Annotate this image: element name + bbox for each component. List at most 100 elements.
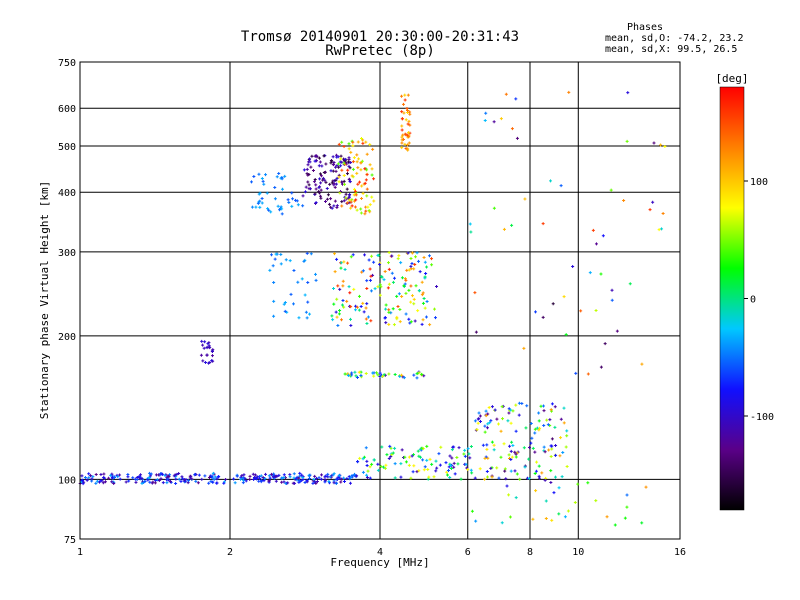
data-point xyxy=(420,446,424,450)
data-point xyxy=(372,199,376,203)
data-point xyxy=(205,345,209,349)
data-point xyxy=(332,252,336,256)
data-point xyxy=(180,475,184,479)
data-point xyxy=(339,164,343,168)
data-point xyxy=(407,317,411,321)
data-point xyxy=(382,373,386,377)
data-point xyxy=(201,343,205,347)
data-point xyxy=(323,178,327,182)
data-point xyxy=(204,361,208,365)
data-point xyxy=(383,316,387,320)
data-point xyxy=(312,180,316,184)
data-point xyxy=(148,480,152,484)
data-point xyxy=(296,203,300,207)
data-point xyxy=(110,476,114,480)
data-point xyxy=(332,287,336,291)
data-point xyxy=(90,477,94,481)
data-point xyxy=(354,374,358,378)
data-point xyxy=(660,227,664,231)
data-point xyxy=(175,472,179,476)
data-point xyxy=(476,421,480,425)
data-point xyxy=(324,199,328,203)
data-point xyxy=(361,141,365,145)
data-point xyxy=(489,466,493,470)
data-point xyxy=(467,452,471,456)
data-point xyxy=(343,268,347,272)
data-point xyxy=(609,188,613,192)
data-point xyxy=(425,300,429,304)
data-point xyxy=(372,374,376,378)
data-point xyxy=(140,477,144,481)
data-point xyxy=(203,340,207,344)
data-point xyxy=(269,210,273,214)
data-point xyxy=(514,496,518,500)
data-point xyxy=(208,346,212,350)
data-point xyxy=(340,204,344,208)
data-point xyxy=(300,473,304,477)
data-point xyxy=(312,477,316,481)
data-point xyxy=(253,473,257,477)
data-point xyxy=(342,161,346,165)
data-point xyxy=(360,184,364,188)
data-point xyxy=(542,404,546,408)
data-point xyxy=(355,474,359,478)
data-point xyxy=(483,477,487,481)
data-point xyxy=(83,475,87,479)
data-point xyxy=(292,476,296,480)
data-point xyxy=(359,374,363,378)
data-point xyxy=(399,261,403,265)
data-point xyxy=(372,458,376,462)
data-point xyxy=(174,482,178,486)
data-point xyxy=(348,481,352,485)
data-point xyxy=(422,296,426,300)
data-point xyxy=(360,159,364,163)
data-point xyxy=(424,272,428,276)
data-point xyxy=(381,374,385,378)
data-point xyxy=(497,476,501,480)
data-point xyxy=(282,302,286,306)
data-point xyxy=(333,185,337,189)
data-point xyxy=(417,371,421,375)
data-point xyxy=(356,460,360,464)
data-point xyxy=(355,160,359,164)
data-point xyxy=(535,460,539,464)
data-point xyxy=(594,308,598,312)
data-point xyxy=(354,304,358,308)
data-point xyxy=(148,474,152,478)
data-point xyxy=(444,461,448,465)
data-point xyxy=(370,195,374,199)
data-point xyxy=(403,93,407,97)
data-point xyxy=(272,299,276,303)
data-point xyxy=(484,111,488,115)
data-point xyxy=(527,476,531,480)
data-point xyxy=(503,467,507,471)
data-point xyxy=(400,138,404,142)
colorbar-label: [deg] xyxy=(715,72,748,85)
phases-o-stats: mean, sd,O: -74.2, 23.2 xyxy=(605,33,743,44)
data-point xyxy=(148,476,152,480)
data-point xyxy=(562,295,566,299)
data-point xyxy=(338,309,342,313)
data-point xyxy=(251,472,255,476)
data-point xyxy=(397,254,401,258)
data-point xyxy=(167,475,171,479)
data-point xyxy=(326,475,330,479)
data-point xyxy=(303,293,307,297)
data-point xyxy=(365,473,369,477)
data-point xyxy=(340,168,344,172)
data-point xyxy=(324,170,328,174)
data-point xyxy=(421,458,425,462)
data-point xyxy=(313,474,317,478)
data-point xyxy=(640,521,644,525)
data-point xyxy=(563,515,567,519)
data-point xyxy=(365,302,369,306)
data-point xyxy=(297,480,301,484)
data-point xyxy=(116,475,120,479)
data-point xyxy=(366,205,370,209)
data-point xyxy=(349,323,353,327)
data-point xyxy=(408,123,412,127)
data-point xyxy=(540,471,544,475)
data-point xyxy=(282,475,286,479)
data-point xyxy=(559,436,563,440)
data-point xyxy=(340,477,344,481)
